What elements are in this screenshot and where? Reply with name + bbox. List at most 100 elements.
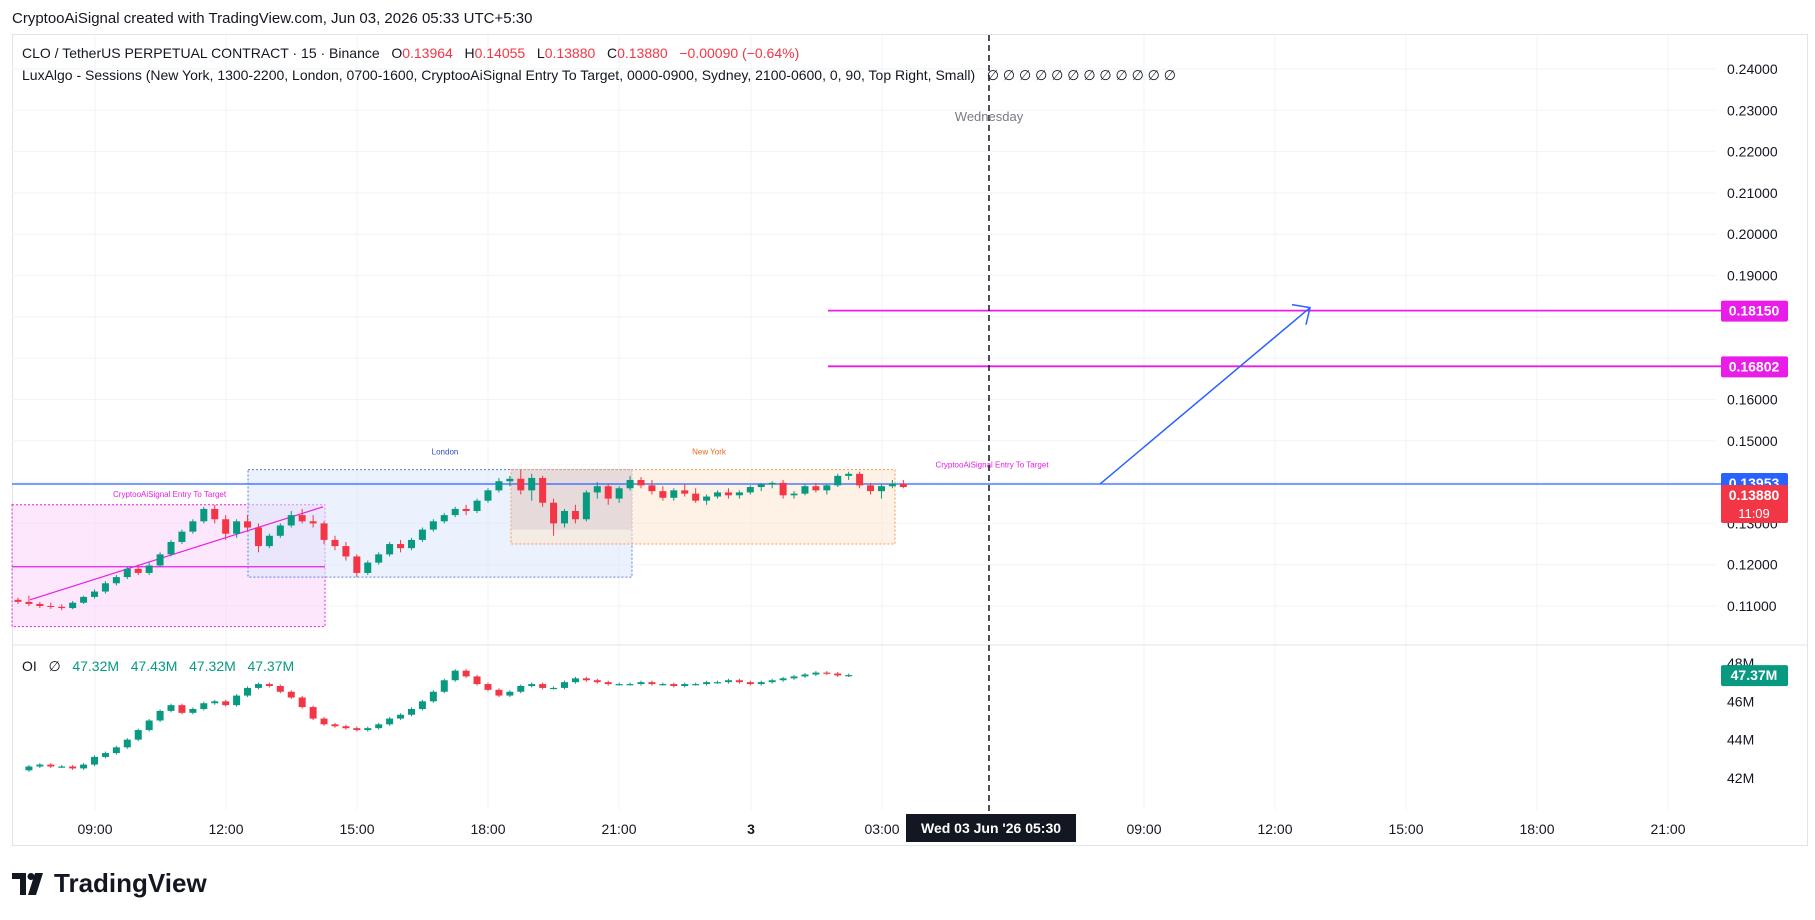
oi-candle-body	[550, 687, 558, 690]
oi-tag-last-bg	[1721, 665, 1788, 687]
oi-candle-body	[692, 684, 700, 686]
oi-candle-body	[156, 710, 164, 721]
indicator-name[interactable]: LuxAlgo - Sessions (New York, 1300-2200,…	[22, 67, 976, 83]
candle-body	[80, 596, 88, 603]
candle-body	[528, 477, 536, 491]
oi-candle-body	[407, 709, 415, 715]
candle-body	[14, 599, 22, 602]
candle-body	[648, 485, 656, 492]
y-tick-label: 0.20000	[1727, 226, 1778, 242]
candle-body	[123, 568, 131, 578]
oi-candle-body	[473, 676, 481, 685]
candle-body	[440, 515, 448, 522]
candle-body	[200, 508, 208, 522]
y-tick-label: 0.22000	[1727, 144, 1778, 160]
x-tick-label: 12:00	[208, 821, 243, 837]
oi-candle-body	[123, 739, 131, 748]
oi-candle-body	[681, 684, 689, 686]
candle-body	[91, 591, 99, 597]
oi-candle-body	[178, 705, 186, 713]
y-tick-label: 0.16000	[1727, 391, 1778, 407]
candle-body	[735, 492, 743, 496]
day-label-wednesday: Wednesday	[955, 109, 1024, 124]
oi-candle-body	[364, 728, 372, 731]
oi-candle-body	[561, 682, 568, 688]
oi-candle-body	[134, 730, 142, 740]
candle-body	[626, 480, 634, 489]
oi-candle-body	[735, 680, 743, 683]
oi-y-tick-label: 44M	[1727, 732, 1754, 748]
candle-body	[36, 603, 44, 606]
oi-candle-body	[714, 682, 722, 684]
candle-body	[134, 568, 142, 573]
oi-candle-body	[440, 680, 448, 692]
candle-body	[714, 492, 722, 497]
candle-body	[222, 519, 230, 534]
low-value: 0.13880	[544, 45, 596, 61]
candle-body	[364, 562, 372, 573]
candle-body	[692, 493, 700, 501]
oi-candle-body	[604, 682, 612, 685]
tradingview-logo[interactable]: TradingView	[12, 868, 207, 899]
target-arrow-line	[1099, 307, 1311, 485]
x-tick-label: 15:00	[1388, 821, 1423, 837]
session-label-entry-2: CryptooAiSignal Entry To Target	[935, 461, 1049, 470]
candle-body	[25, 601, 33, 604]
symbol-name[interactable]: CLO / TetherUS PERPETUAL CONTRACT · 15 ·…	[22, 45, 380, 61]
oi-candle-body	[58, 766, 66, 768]
symbol-legend[interactable]: CLO / TetherUS PERPETUAL CONTRACT · 15 ·…	[22, 45, 799, 61]
indicator-legend[interactable]: LuxAlgo - Sessions (New York, 1300-2200,…	[22, 67, 1176, 84]
entry-trendline	[29, 506, 324, 601]
candle-body	[178, 531, 186, 542]
oi-candle-body	[779, 678, 787, 681]
oi-legend[interactable]: OI ∅ 47.32M 47.43M 47.32M 47.37M	[22, 658, 294, 675]
price-tag-target-2-bg	[1721, 356, 1788, 378]
oi-candle-body	[80, 764, 88, 769]
oi-candle-body	[484, 684, 492, 690]
session-label-entry-1: CryptooAiSignal Entry To Target	[113, 490, 227, 499]
low-label: L	[536, 45, 545, 61]
candle-body	[899, 483, 907, 488]
crosshair-time-label: Wed 03 Jun '26 05:30	[906, 814, 1076, 842]
oi-value-3: 47.32M	[189, 658, 236, 674]
oi-candle-body	[145, 720, 153, 731]
candle-body	[604, 486, 612, 499]
oi-candle-body	[309, 707, 317, 719]
oi-candle-body	[724, 680, 732, 683]
oi-candle-body	[626, 684, 634, 686]
oi-candle-body	[539, 684, 547, 688]
oi-value-4: 47.37M	[247, 658, 295, 674]
oi-candle-body	[703, 682, 711, 685]
oi-candle-body	[69, 766, 77, 769]
candle-body	[888, 483, 896, 487]
oi-candle-body	[342, 726, 350, 729]
oi-candle-body	[429, 691, 437, 702]
oi-candle-body	[101, 753, 109, 757]
x-tick-label: 09:00	[77, 821, 112, 837]
oi-candle-body	[265, 684, 273, 686]
oi-candle-body	[91, 756, 99, 765]
x-tick-label: 21:00	[601, 821, 636, 837]
candle-body	[517, 478, 525, 491]
candle-body	[189, 521, 197, 532]
oi-candles-group	[25, 669, 853, 772]
oi-candle-body	[331, 724, 339, 727]
candle-body	[724, 492, 732, 496]
oi-candle-body	[659, 684, 667, 686]
oi-symbol: ∅	[48, 658, 61, 674]
candle-body	[834, 475, 842, 486]
candle-body	[615, 488, 623, 499]
candle-body	[265, 535, 273, 547]
open-label: O	[391, 45, 403, 61]
oi-candle-body	[834, 673, 842, 676]
candle-body	[407, 539, 415, 549]
oi-label[interactable]: OI	[22, 658, 37, 674]
candle-body	[473, 500, 481, 511]
oi-candle-body	[47, 764, 55, 767]
oi-candle-body	[276, 686, 284, 692]
oi-candle-body	[244, 687, 252, 696]
oi-candle-body	[287, 691, 295, 698]
oi-candle-body	[451, 670, 459, 681]
